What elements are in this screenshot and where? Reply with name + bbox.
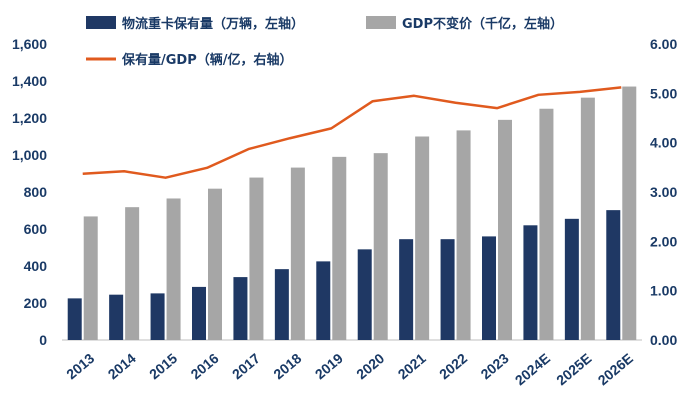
gdp-bar xyxy=(580,97,595,341)
ratio-line xyxy=(82,86,622,179)
x-tick-label: 2020 xyxy=(353,350,387,382)
gdp-bar xyxy=(498,119,512,340)
y-left-tick-label: 1,200 xyxy=(12,110,47,126)
x-tick-label: 2025E xyxy=(553,350,594,388)
y-left-tick-label: 1,000 xyxy=(12,147,47,163)
fleet-bar xyxy=(440,239,455,340)
gdp-bar xyxy=(456,130,471,340)
y-right-tick-label: 6.00 xyxy=(650,36,677,52)
x-tick-label: 2023 xyxy=(477,350,511,382)
fleet-bar xyxy=(109,294,124,340)
fleet-bar xyxy=(274,269,289,340)
ratio-line-path xyxy=(82,86,622,179)
fleet-bar xyxy=(233,277,248,340)
x-tick-label: 2015 xyxy=(146,350,180,382)
y-right-tick-label: 5.00 xyxy=(650,85,677,101)
gdp-bar xyxy=(166,198,181,340)
gdp-bar xyxy=(249,177,264,340)
y-right-tick-label: 2.00 xyxy=(650,233,677,249)
gdp-bar xyxy=(373,153,388,340)
y-left-tick-label: 200 xyxy=(24,295,48,311)
x-tick-label: 2024E xyxy=(512,350,553,388)
x-tick-label: 2021 xyxy=(395,350,429,382)
fleet-bar xyxy=(399,239,414,340)
fleet-bar xyxy=(606,210,621,340)
gdp-bar xyxy=(125,207,140,340)
y-left-tick-label: 600 xyxy=(24,221,48,237)
legend-swatch-gdp xyxy=(366,16,396,29)
gdp-bar xyxy=(290,167,305,340)
legend-label-ratio: 保有量/GDP（辆/亿，右轴） xyxy=(121,52,293,68)
y-right-tick-label: 4.00 xyxy=(650,135,677,151)
gdp-bar xyxy=(208,188,222,340)
fleet-bar xyxy=(564,218,579,340)
y-left-tick-label: 800 xyxy=(24,184,48,200)
gdp-bar xyxy=(415,136,430,340)
gdp-bar xyxy=(83,216,98,340)
legend-label-fleet: 物流重卡保有量（万辆，左轴） xyxy=(122,16,304,32)
gdp-bar xyxy=(622,86,637,340)
fleet-bar xyxy=(67,298,82,340)
x-tick-label: 2017 xyxy=(229,350,263,382)
fleet-bar xyxy=(192,286,206,340)
legend-label-gdp: GDP不变价（千亿，左轴） xyxy=(402,16,563,32)
fleet-bar xyxy=(357,249,372,340)
x-tick-label: 2026E xyxy=(595,350,636,388)
bars xyxy=(67,86,637,341)
x-tick-label: 2014 xyxy=(105,350,139,382)
x-tick-label: 2022 xyxy=(436,350,470,382)
y-left-tick-label: 1,600 xyxy=(12,36,47,52)
y-right-tick-label: 1.00 xyxy=(650,283,677,299)
fleet-bar xyxy=(482,236,496,340)
y-left-tick-label: 1,400 xyxy=(12,73,47,89)
fleet-bar xyxy=(523,225,538,340)
legend: 物流重卡保有量（万辆，左轴） GDP不变价（千亿，左轴） 保有量/GDP（辆/亿，右… xyxy=(86,16,563,68)
gdp-bar xyxy=(539,108,554,340)
y-left-tick-label: 400 xyxy=(24,258,48,274)
fleet-bar xyxy=(316,261,331,340)
x-tick-label: 2013 xyxy=(63,350,97,382)
x-tick-label: 2019 xyxy=(312,350,346,382)
fleet-bar xyxy=(150,293,165,340)
legend-swatch-fleet xyxy=(86,16,116,29)
y-right-tick-label: 0.00 xyxy=(650,332,677,348)
gdp-bar xyxy=(332,156,347,340)
x-tick-label: 2016 xyxy=(187,350,221,382)
x-tick-label: 2018 xyxy=(270,350,304,382)
y-right-tick-label: 3.00 xyxy=(650,184,677,200)
y-left-tick-label: 0 xyxy=(39,332,47,348)
